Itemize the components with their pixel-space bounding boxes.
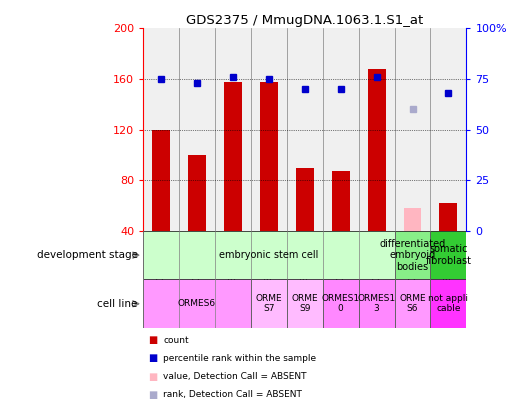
Bar [332,171,350,231]
Bar [224,81,242,231]
Text: ORME
S9: ORME S9 [292,294,318,313]
Bar [368,69,385,231]
Title: GDS2375 / MmugDNA.1063.1.S1_at: GDS2375 / MmugDNA.1063.1.S1_at [186,14,423,27]
Text: ■: ■ [148,354,157,363]
Text: ■: ■ [148,372,157,382]
Text: somatic
fibroblast: somatic fibroblast [426,244,472,266]
Text: value, Detection Call = ABSENT: value, Detection Call = ABSENT [163,372,307,381]
Bar [152,130,170,231]
Bar [430,231,466,279]
Bar [143,279,251,328]
Bar [394,231,430,279]
Bar [251,279,287,328]
Bar [287,279,323,328]
Bar [323,279,359,328]
Bar [394,279,430,328]
Text: not appli
cable: not appli cable [428,294,469,313]
Text: ORMES1
0: ORMES1 0 [322,294,360,313]
Bar [403,208,421,231]
Text: count: count [163,336,189,345]
Bar [188,155,206,231]
Text: ORMES6: ORMES6 [178,299,216,308]
Text: development stage: development stage [37,250,138,260]
Text: ORMES1
3: ORMES1 3 [358,294,396,313]
Bar [260,81,278,231]
Text: ■: ■ [148,335,157,345]
Text: ORME
S7: ORME S7 [255,294,282,313]
Text: rank, Detection Call = ABSENT: rank, Detection Call = ABSENT [163,390,302,399]
Bar [296,168,314,231]
Bar [430,279,466,328]
Bar [439,203,457,231]
Bar [359,279,394,328]
Text: percentile rank within the sample: percentile rank within the sample [163,354,316,363]
Text: embryonic stem cell: embryonic stem cell [219,250,319,260]
Bar [143,231,394,279]
Text: cell line: cell line [98,299,138,309]
Text: differentiated
embryoid
bodies: differentiated embryoid bodies [379,239,446,272]
Text: ■: ■ [148,390,157,400]
Text: ORME
S6: ORME S6 [399,294,426,313]
